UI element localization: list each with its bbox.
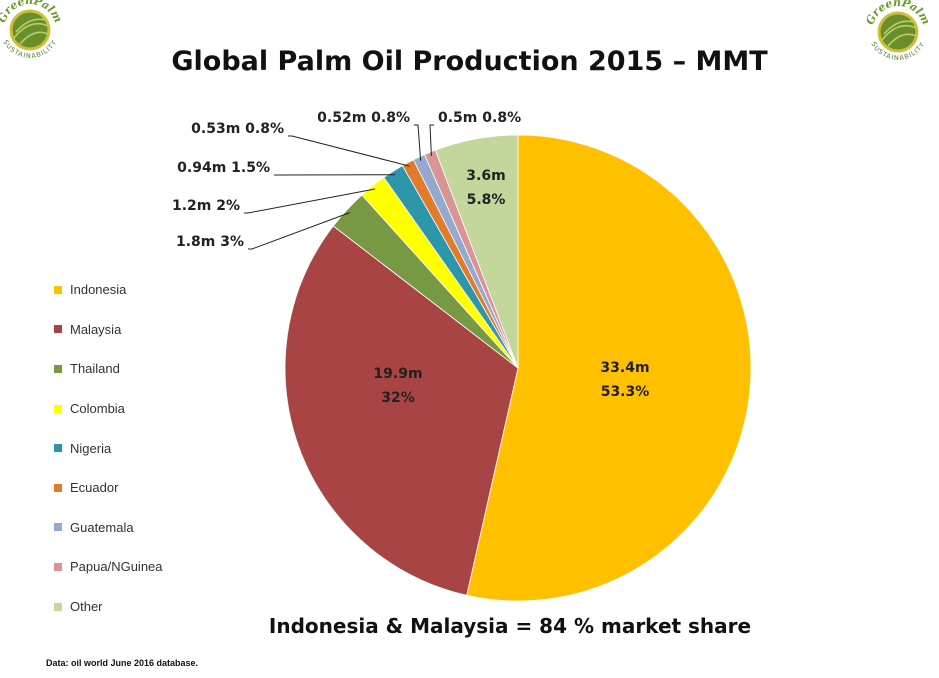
pie-slice-malaysia bbox=[284, 225, 519, 596]
legend-label-colombia: Colombia bbox=[70, 401, 125, 417]
callout-label-nigeria: 0.94m 1.5% bbox=[177, 160, 270, 176]
legend-swatch-guatemala bbox=[54, 523, 62, 532]
legend-label-guatemala: Guatemala bbox=[70, 519, 134, 535]
pie-slice-indonesia bbox=[466, 134, 752, 602]
legend-swatch-colombia bbox=[54, 404, 62, 413]
legend-label-nigeria: Nigeria bbox=[70, 440, 112, 456]
callout-label-thailand: 1.8m 3% bbox=[176, 234, 244, 250]
legend-item-nigeria: Nigeria bbox=[54, 428, 163, 468]
callout-label-papua-nguinea: 0.5m 0.8% bbox=[438, 110, 521, 126]
legend-swatch-indonesia bbox=[54, 285, 62, 294]
legend-label-indonesia: Indonesia bbox=[70, 282, 127, 298]
callout-label-guatemala: 0.52m 0.8% bbox=[317, 110, 410, 126]
legend-item-guatemala: Guatemala bbox=[54, 508, 163, 548]
legend-item-thailand: Thailand bbox=[54, 349, 163, 389]
slice-label-indonesia: 33.4m 53.3% bbox=[600, 360, 649, 400]
callout-label-ecuador: 0.53m 0.8% bbox=[191, 121, 284, 137]
market-share-summary: Indonesia & Malaysia = 84 % market share bbox=[268, 614, 752, 638]
legend-swatch-other bbox=[54, 602, 62, 611]
pie-slice-other bbox=[434, 134, 519, 369]
legend-item-indonesia: Indonesia bbox=[54, 270, 163, 310]
legend-label-thailand: Thailand bbox=[70, 361, 120, 377]
greenpalm-logo-left: GreenPalm SUSTAINABILITY bbox=[0, 0, 65, 60]
legend-swatch-nigeria bbox=[54, 444, 62, 453]
legend-item-colombia: Colombia bbox=[54, 389, 163, 429]
legend-label-malaysia: Malaysia bbox=[70, 321, 122, 337]
legend-item-ecuador: Ecuador bbox=[54, 468, 163, 508]
callout-line-guatemala bbox=[414, 124, 422, 161]
chart-title: Global Palm Oil Production 2015 – MMT bbox=[171, 46, 768, 77]
legend-swatch-thailand bbox=[54, 364, 62, 373]
greenpalm-logo-right: GreenPalm SUSTAINABILITY bbox=[863, 0, 932, 62]
legend-item-malaysia: Malaysia bbox=[54, 310, 163, 350]
callout-line-thailand bbox=[248, 212, 350, 250]
legend-label-ecuador: Ecuador bbox=[70, 480, 119, 496]
legend-swatch-malaysia bbox=[54, 325, 62, 334]
data-source-note: Data: oil world June 2016 database. bbox=[46, 658, 199, 668]
legend-item-other: Other bbox=[54, 587, 163, 627]
legend-swatch-ecuador bbox=[54, 483, 62, 492]
slice-label-other: 3.6m 5.8% bbox=[466, 168, 505, 208]
legend-label-papua-nguinea: Papua/NGuinea bbox=[70, 559, 163, 575]
slice-label-malaysia: 19.9m 32% bbox=[373, 366, 422, 406]
legend-item-papua-nguinea: Papua/NGuinea bbox=[54, 547, 163, 587]
callout-label-colombia: 1.2m 2% bbox=[172, 198, 240, 214]
callout-line-ecuador bbox=[288, 135, 410, 167]
callout-line-papua-nguinea bbox=[429, 124, 434, 157]
chart-legend: Indonesia Malaysia Thailand Colombia Nigeria… bbox=[54, 270, 163, 626]
legend-swatch-papua-nguinea bbox=[54, 562, 62, 571]
callout-line-colombia bbox=[244, 188, 376, 214]
legend-label-other: Other bbox=[70, 599, 103, 615]
